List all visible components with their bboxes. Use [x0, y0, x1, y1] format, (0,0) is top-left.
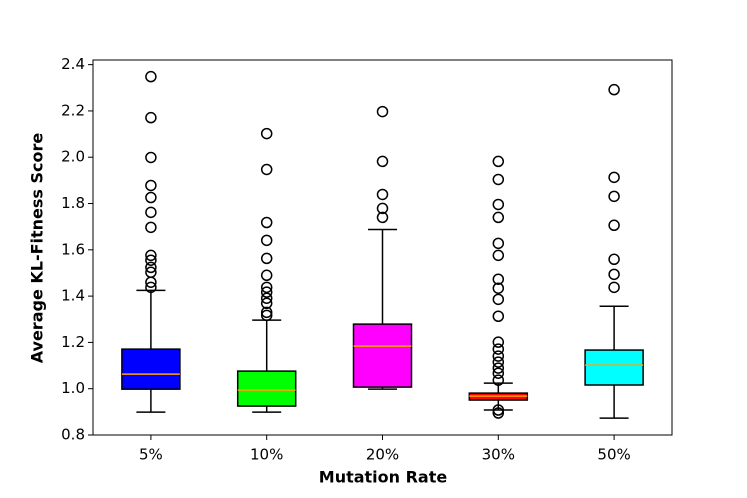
flier: [492, 407, 505, 419]
y-tick-label: 2.0: [61, 148, 85, 166]
flier: [260, 234, 273, 247]
flier: [376, 188, 389, 201]
flier: [492, 374, 505, 386]
y-axis-label: Average KL-Fitness Score: [28, 133, 47, 364]
flier: [145, 111, 157, 124]
flier: [145, 179, 157, 192]
flier: [145, 191, 157, 204]
box: [236, 370, 297, 407]
flier: [492, 404, 505, 416]
flier: [492, 343, 505, 355]
flier: [260, 297, 273, 310]
box: [352, 323, 413, 388]
x-tick-label: 30%: [482, 446, 515, 464]
y-tick-label: 2.4: [61, 55, 85, 73]
y-tick-label: 0.8: [61, 426, 85, 444]
flier: [260, 127, 273, 140]
flier: [492, 336, 505, 348]
flier: [608, 83, 620, 96]
flier: [492, 310, 505, 322]
flier: [492, 237, 505, 250]
flier: [145, 151, 157, 164]
flier: [145, 206, 157, 219]
flier: [492, 211, 505, 224]
flier: [145, 221, 157, 234]
flier: [608, 190, 620, 203]
flier: [608, 253, 620, 266]
flier: [260, 163, 273, 176]
flier: [260, 306, 273, 319]
flier: [145, 281, 157, 294]
flier: [145, 70, 157, 83]
flier: [260, 309, 273, 322]
flier: [492, 155, 505, 168]
flier: [492, 293, 505, 306]
flier: [492, 350, 505, 362]
flier: [492, 198, 505, 211]
flier: [376, 211, 389, 224]
x-tick-label: 5%: [139, 446, 163, 464]
flier: [376, 155, 389, 168]
box: [121, 348, 181, 390]
y-tick-label: 1.2: [61, 333, 85, 351]
flier: [608, 171, 620, 184]
flier: [376, 202, 389, 215]
y-tick-label: 1.8: [61, 194, 85, 212]
flier: [260, 281, 273, 294]
flier: [260, 269, 273, 282]
flier: [492, 362, 505, 374]
x-tick-label: 20%: [366, 446, 399, 464]
box: [584, 349, 644, 386]
y-tick-label: 1.4: [61, 287, 85, 305]
flier: [608, 281, 620, 294]
flier: [145, 261, 157, 274]
flier: [492, 367, 505, 379]
flier: [260, 216, 273, 229]
flier: [260, 292, 273, 304]
flier: [145, 254, 157, 266]
flier: [608, 219, 620, 232]
plot-frame: [92, 59, 673, 436]
flier: [608, 268, 620, 281]
x-tick-label: 10%: [250, 446, 283, 464]
flier: [492, 173, 505, 186]
flier: [260, 286, 273, 298]
y-tick-label: 1.0: [61, 379, 85, 397]
flier: [145, 249, 157, 262]
flier: [376, 105, 389, 118]
y-tick-label: 1.6: [61, 240, 85, 258]
flier: [145, 276, 157, 288]
x-tick-label: 50%: [597, 446, 630, 464]
flier: [492, 273, 505, 285]
x-axis-label: Mutation Rate: [319, 468, 448, 487]
flier: [260, 252, 273, 265]
flier: [492, 356, 505, 368]
flier: [492, 282, 505, 294]
y-tick-label: 2.2: [61, 101, 85, 119]
flier: [492, 249, 505, 262]
